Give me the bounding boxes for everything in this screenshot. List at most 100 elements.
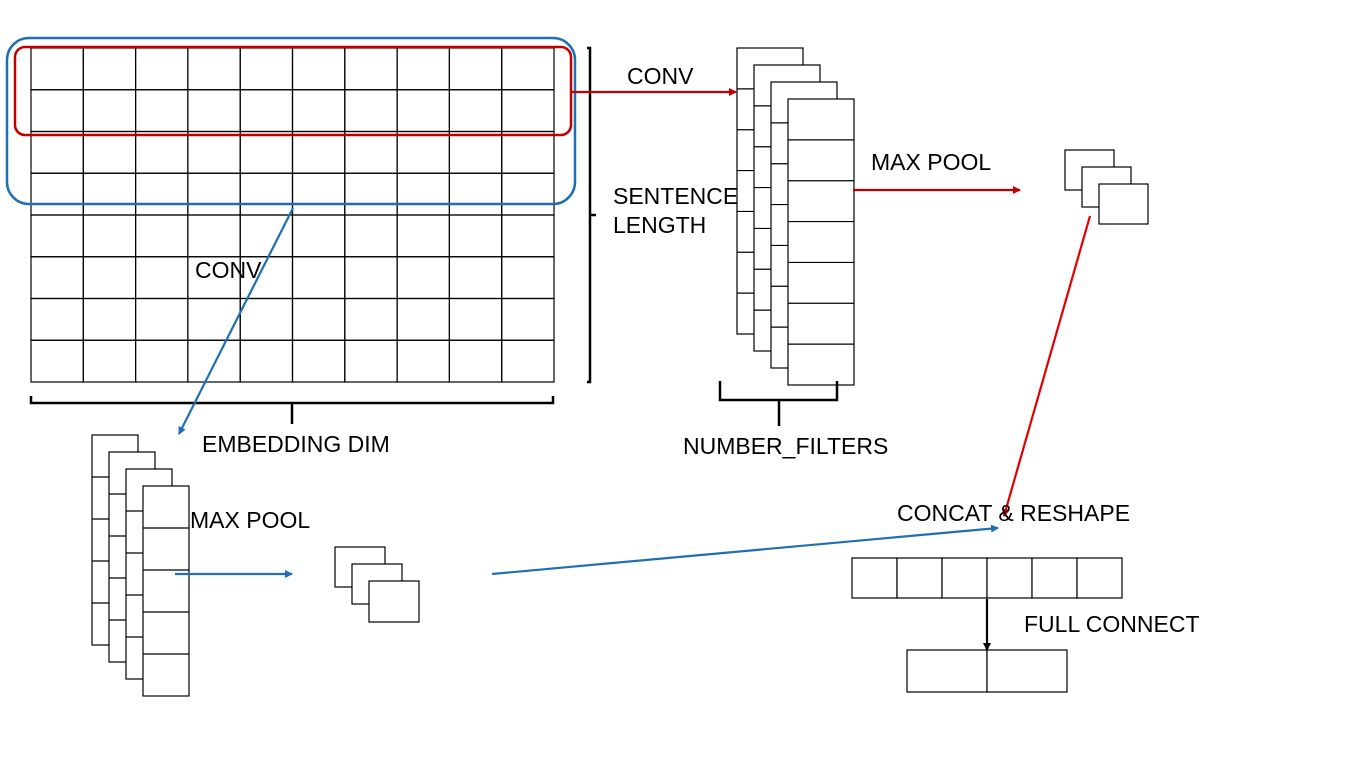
grid-cell bbox=[396, 47, 451, 91]
grid-cell bbox=[239, 214, 294, 258]
grid-cell bbox=[344, 172, 398, 216]
grid-cell bbox=[344, 214, 398, 258]
grid-cell bbox=[291, 130, 346, 174]
grid-cell bbox=[187, 130, 241, 174]
filter-window-blue bbox=[5, 36, 577, 206]
grid-cell bbox=[135, 339, 189, 383]
max-pool-top-label: MAX POOL bbox=[871, 149, 991, 175]
grid-cell bbox=[135, 47, 189, 91]
grid-cell bbox=[291, 256, 346, 300]
conv-left-arrow bbox=[178, 207, 294, 435]
grid-cell bbox=[82, 297, 137, 341]
grid-cell bbox=[448, 130, 503, 174]
grid-cell bbox=[82, 256, 137, 300]
concat-cell bbox=[986, 557, 1033, 599]
grid-cell bbox=[82, 130, 137, 174]
grid-cell bbox=[291, 214, 346, 258]
grid-cell bbox=[239, 297, 294, 341]
grid-cell bbox=[30, 130, 84, 174]
grid-cell bbox=[239, 172, 294, 216]
grid-cell bbox=[187, 339, 241, 383]
concat-cell bbox=[941, 557, 988, 599]
grid-cell bbox=[82, 172, 137, 216]
conv-left-label: CONV bbox=[195, 257, 262, 283]
grid-cell bbox=[187, 47, 241, 91]
grid-cell bbox=[82, 214, 137, 258]
output-vector bbox=[906, 649, 1068, 693]
grid-cell bbox=[344, 47, 398, 91]
grid-cell bbox=[448, 256, 503, 300]
grid-cell bbox=[344, 130, 398, 174]
grid-cell bbox=[239, 130, 294, 174]
grid-cell bbox=[187, 89, 241, 133]
grid-cell bbox=[501, 130, 555, 174]
concat-cell bbox=[851, 557, 898, 599]
grid-cell bbox=[291, 172, 346, 216]
full-connect-label: FULL CONNECT bbox=[1024, 611, 1200, 637]
sentence-length-label-line1: SENTENCE bbox=[613, 183, 738, 209]
grid-cell bbox=[396, 256, 451, 300]
grid-cell bbox=[448, 297, 503, 341]
grid-cell bbox=[135, 297, 189, 341]
grid-cell bbox=[135, 89, 189, 133]
concat-cell bbox=[1031, 557, 1078, 599]
embedding-dim-bracket bbox=[29, 396, 555, 424]
grid-cell bbox=[30, 89, 84, 133]
grid-cell bbox=[396, 130, 451, 174]
embedding-matrix-grid bbox=[30, 47, 555, 383]
grid-cell bbox=[396, 339, 451, 383]
grid-cell bbox=[291, 297, 346, 341]
grid-cell bbox=[344, 339, 398, 383]
grid-cell bbox=[501, 89, 555, 133]
grid-cell bbox=[344, 89, 398, 133]
number-filters-label: NUMBER_FILTERS bbox=[683, 433, 888, 459]
grid-cell bbox=[187, 172, 241, 216]
grid-cell bbox=[501, 172, 555, 216]
grid-cell bbox=[135, 214, 189, 258]
concat-reshape-label: CONCAT & RESHAPE bbox=[897, 500, 1130, 526]
sentence-length-label-line2: LENGTH bbox=[613, 212, 706, 238]
feature-maps-top bbox=[736, 47, 855, 386]
grid-cell bbox=[501, 297, 555, 341]
conv-top-label: CONV bbox=[627, 63, 694, 89]
concat-cell bbox=[1076, 557, 1123, 599]
grid-cell bbox=[239, 47, 294, 91]
grid-cell bbox=[135, 172, 189, 216]
grid-cell bbox=[501, 47, 555, 91]
feature-maps-bottom bbox=[91, 434, 190, 697]
grid-cell bbox=[239, 89, 294, 133]
grid-cell bbox=[291, 89, 346, 133]
grid-cell bbox=[344, 256, 398, 300]
grid-cell bbox=[187, 297, 241, 341]
grid-cell bbox=[396, 297, 451, 341]
grid-cell bbox=[135, 256, 189, 300]
grid-cell bbox=[501, 256, 555, 300]
grid-cell bbox=[396, 89, 451, 133]
embedding-dim-label: EMBEDDING DIM bbox=[202, 431, 390, 457]
grid-cell bbox=[239, 339, 294, 383]
pool-top-to-concat-arrow bbox=[1002, 215, 1092, 517]
grid-cell bbox=[30, 214, 84, 258]
grid-cell bbox=[30, 256, 84, 300]
grid-cell bbox=[448, 214, 503, 258]
grid-cell bbox=[30, 339, 84, 383]
feature-map-layer bbox=[142, 485, 190, 697]
feature-map-frame bbox=[787, 98, 855, 386]
grid-cell bbox=[501, 339, 555, 383]
grid-cell bbox=[82, 47, 137, 91]
output-cell bbox=[986, 649, 1068, 693]
grid-cell bbox=[501, 214, 555, 258]
pooled-output-bottom bbox=[334, 546, 420, 623]
number-filters-bracket bbox=[718, 381, 839, 426]
grid-cell bbox=[291, 47, 346, 91]
grid-cell bbox=[82, 89, 137, 133]
pool-bottom-to-concat-arrow bbox=[491, 524, 999, 576]
concat-cell bbox=[896, 557, 943, 599]
feature-map-layer bbox=[787, 98, 855, 386]
grid-cell bbox=[396, 172, 451, 216]
grid-cell bbox=[448, 339, 503, 383]
max-pool-bottom-label: MAX POOL bbox=[190, 507, 310, 533]
grid-cell bbox=[448, 172, 503, 216]
grid-cell bbox=[30, 297, 84, 341]
grid-cell bbox=[396, 214, 451, 258]
